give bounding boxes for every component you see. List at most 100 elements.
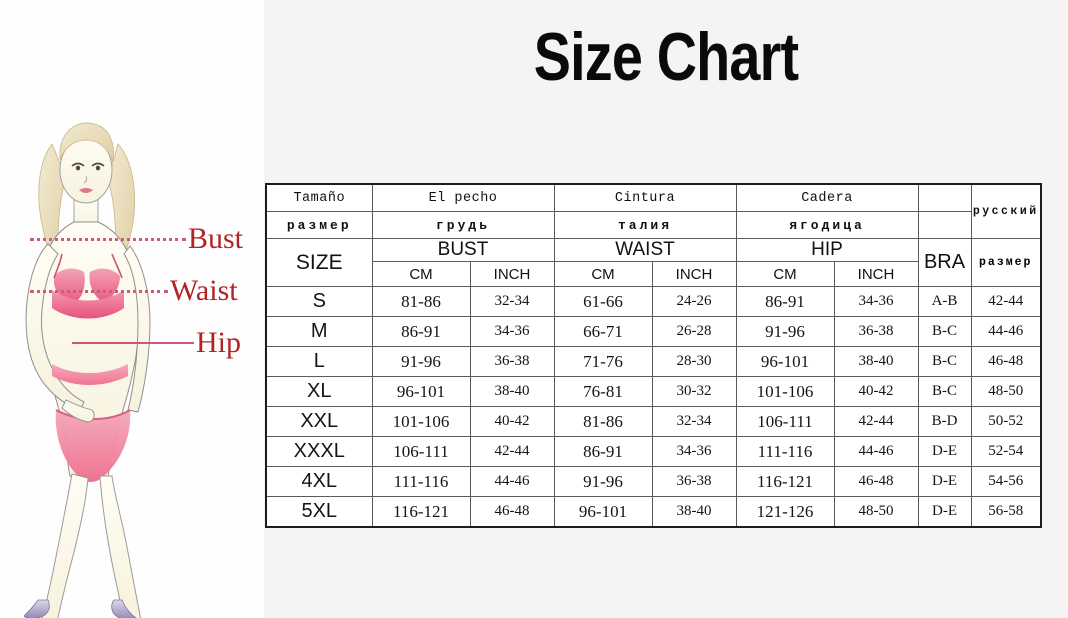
cell-hip-inch: 42-44 <box>833 406 919 437</box>
header-waist-ru: талия <box>553 211 737 239</box>
cell-waist-inch: 38-40 <box>651 496 737 528</box>
header-waist-inch: INCH <box>651 261 737 287</box>
cell-waist-cm: 86-91 <box>553 436 653 467</box>
cell-waist-inch: 32-34 <box>651 406 737 437</box>
cell-bra: D-E <box>917 466 972 497</box>
header-russian-column: русский <box>970 183 1042 239</box>
page-title: Size Chart <box>533 19 799 95</box>
cell-bust-inch: 36-38 <box>469 346 555 377</box>
cell-waist-cm: 76-81 <box>553 376 653 407</box>
cell-bust-cm: 86-91 <box>371 316 471 347</box>
cell-bust-cm: 81-86 <box>371 286 471 317</box>
bust-guide-line <box>30 238 186 241</box>
cell-size: S <box>265 286 373 317</box>
cell-bra: B-C <box>917 316 972 347</box>
cell-bust-cm: 116-121 <box>371 496 471 528</box>
header-size-en: SIZE <box>265 238 373 287</box>
cell-waist-cm: 91-96 <box>553 466 653 497</box>
cell-bra: B-C <box>917 376 972 407</box>
cell-hip-cm: 96-101 <box>735 346 835 377</box>
cell-hip-cm: 111-116 <box>735 436 835 467</box>
cell-hip-cm: 116-121 <box>735 466 835 497</box>
header-bust-en: BUST <box>371 238 555 262</box>
cell-ru-size: 48-50 <box>970 376 1042 407</box>
cell-waist-inch: 26-28 <box>651 316 737 347</box>
cell-hip-cm: 106-111 <box>735 406 835 437</box>
header-bra-en: BRA <box>917 238 972 287</box>
cell-hip-inch: 44-46 <box>833 436 919 467</box>
table-row: XL 96-101 38-40 76-81 30-32 101-106 40-42 B-C 48… <box>265 376 1042 407</box>
table-row: S 81-86 32-34 61-66 24-26 86-91 34-36 A-B 42-44 <box>265 286 1042 317</box>
table-row: M 86-91 34-36 66-71 26-28 91-96 36-38 B-C 44-46 <box>265 316 1042 347</box>
cell-bust-inch: 46-48 <box>469 496 555 528</box>
cell-waist-cm: 61-66 <box>553 286 653 317</box>
header-bust-cm: CM <box>371 261 471 287</box>
cell-size: M <box>265 316 373 347</box>
cell-bra: D-E <box>917 436 972 467</box>
cell-waist-cm: 81-86 <box>553 406 653 437</box>
cell-hip-cm: 86-91 <box>735 286 835 317</box>
cell-hip-inch: 38-40 <box>833 346 919 377</box>
cell-size: 5XL <box>265 496 373 528</box>
header-row-english: SIZE BUST WAIST HIP BRA размер <box>265 238 1042 287</box>
header-size-ru: размер <box>265 211 373 239</box>
cell-bust-cm: 106-111 <box>371 436 471 467</box>
table-row: XXXL 106-111 42-44 86-91 34-36 111-116 44-46 D-… <box>265 436 1042 467</box>
cell-waist-cm: 96-101 <box>553 496 653 528</box>
cell-hip-inch: 34-36 <box>833 286 919 317</box>
cell-size: XXXL <box>265 436 373 467</box>
header-hip-cm: CM <box>735 261 835 287</box>
table-row: XXL 101-106 40-42 81-86 32-34 106-111 42-44 B-D… <box>265 406 1042 437</box>
cell-bust-inch: 40-42 <box>469 406 555 437</box>
cell-bust-inch: 34-36 <box>469 316 555 347</box>
header-hip-es: Cadera <box>735 183 919 212</box>
header-bust-es: El pecho <box>371 183 555 212</box>
cell-hip-cm: 91-96 <box>735 316 835 347</box>
cell-bust-inch: 32-34 <box>469 286 555 317</box>
cell-bust-cm: 91-96 <box>371 346 471 377</box>
header-row-units: CM INCH CM INCH CM INCH <box>266 261 1041 287</box>
header-waist-cm: CM <box>553 261 653 287</box>
header-bra-ru <box>917 211 972 239</box>
cell-ru-size: 56-58 <box>970 496 1042 528</box>
waist-guide-line <box>30 290 168 293</box>
cell-size: XL <box>265 376 373 407</box>
header-waist-en: WAIST <box>553 238 737 262</box>
cell-bust-cm: 101-106 <box>371 406 471 437</box>
cell-bust-inch: 38-40 <box>469 376 555 407</box>
table-row: L 91-96 36-38 71-76 28-30 96-101 38-40 B-C 46-48 <box>265 346 1042 377</box>
cell-waist-inch: 24-26 <box>651 286 737 317</box>
cell-ru-size: 44-46 <box>970 316 1042 347</box>
cell-waist-inch: 34-36 <box>651 436 737 467</box>
cell-ru-size: 52-54 <box>970 436 1042 467</box>
cell-bust-inch: 42-44 <box>469 436 555 467</box>
cell-ru-size: 46-48 <box>970 346 1042 377</box>
cell-bra: D-E <box>917 496 972 528</box>
cell-waist-cm: 71-76 <box>553 346 653 377</box>
hip-label: Hip <box>196 326 241 359</box>
table-row: 4XL 111-116 44-46 91-96 36-38 116-121 46-48 D-E… <box>265 466 1042 497</box>
cell-hip-inch: 36-38 <box>833 316 919 347</box>
size-chart-table: Tamaño El pecho Cintura Cadera русский р… <box>265 183 1042 528</box>
cell-bust-cm: 96-101 <box>371 376 471 407</box>
header-hip-ru: ягодица <box>735 211 919 239</box>
cell-size: L <box>265 346 373 377</box>
header-waist-es: Cintura <box>553 183 737 212</box>
cell-hip-cm: 101-106 <box>735 376 835 407</box>
cell-bra: A-B <box>917 286 972 317</box>
header-size-es: Tamaño <box>265 183 373 212</box>
cell-ru-size: 42-44 <box>970 286 1042 317</box>
hip-guide-line <box>72 342 194 344</box>
cell-hip-inch: 46-48 <box>833 466 919 497</box>
cell-waist-cm: 66-71 <box>553 316 653 347</box>
cell-hip-inch: 40-42 <box>833 376 919 407</box>
header-russian-size: размер <box>970 238 1042 287</box>
cell-size: XXL <box>265 406 373 437</box>
cell-bra: B-C <box>917 346 972 377</box>
header-bust-ru: грудь <box>371 211 555 239</box>
cell-size: 4XL <box>265 466 373 497</box>
header-bust-inch: INCH <box>469 261 555 287</box>
header-bra-es <box>917 183 972 212</box>
table-row: 5XL 116-121 46-48 96-101 38-40 121-126 48-50 D-… <box>265 496 1042 528</box>
